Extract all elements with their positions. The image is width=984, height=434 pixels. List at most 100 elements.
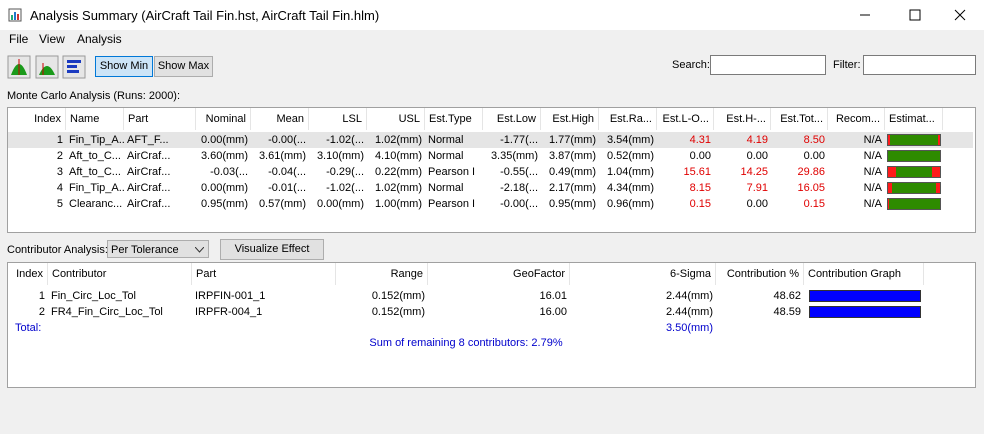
contributor-table[interactable]: Index Contributor Part Range GeoFactor 6-Sigm… [7,262,976,388]
column-header: Part [124,108,196,130]
table-cell: 0.96(mm) [606,198,654,210]
table-cell: Aft_to_C... [69,166,121,178]
table-cell: 8.15 [689,182,711,194]
table-cell: N/A [863,198,882,210]
table-cell: 3.54(mm) [606,134,654,146]
search-input[interactable] [710,55,826,75]
table-cell: FR4_Fin_Circ_Loc_Tol [51,306,163,318]
mode-select[interactable]: Per Tolerance [107,240,209,258]
table-cell: 48.59 [773,306,801,318]
filter-label: Filter: [833,59,861,71]
monte-carlo-label: Monte Carlo Analysis (Runs: 2000): [7,90,181,102]
column-header: Est.High [541,108,599,130]
table-cell: 4.10(mm) [374,150,422,162]
table-cell: 0.00 [689,150,711,162]
window-controls[interactable] [850,6,980,24]
table-cell: 16.05 [797,182,825,194]
table-cell: Fin_Tip_A... [69,134,124,146]
table-cell: 1 [38,290,45,302]
table-cell: 0.22(mm) [374,166,422,178]
table-cell: 29.86 [797,166,825,178]
column-header: Mean [251,108,309,130]
monte-carlo-table[interactable]: Index Name Part Nominal Mean LSL USL Est.Type Es… [7,107,976,233]
table-cell: 0.152(mm) [371,306,425,318]
filter-input[interactable] [863,55,976,75]
table-cell: AirCraf... [127,150,171,162]
menu-item[interactable]: View [39,32,65,46]
total-sigma: 3.50(mm) [665,322,713,334]
estimation-bar [887,182,941,194]
table-cell: 0.49(mm) [548,166,596,178]
table-cell: IRPFIN-001_1 [195,290,266,302]
show-min-button[interactable]: Show Min [95,56,153,77]
contribution-bar [809,290,921,302]
estimation-high [935,183,940,193]
table-cell: 0.52(mm) [606,150,654,162]
window-title: Analysis Summary (AirCraft Tail Fin.hst,… [30,8,380,23]
table-cell: 2.44(mm) [665,306,713,318]
table-cell: 0.95(mm) [200,198,248,210]
search-label: Search: [672,59,710,71]
column-header: Name [66,108,124,130]
column-header: Index [8,263,48,285]
table-cell: 1.00(mm) [374,198,422,210]
summary-text: Sum of remaining 8 contributors: 2.79% [369,337,563,349]
column-header: Contributor [48,263,192,285]
table-cell: 3.60(mm) [200,150,248,162]
column-header: Recom... [828,108,885,130]
table-cell: -0.29(... [326,166,364,178]
table-cell: 1 [56,134,63,146]
estimation-low [888,135,891,145]
table-cell: -0.01(... [268,182,306,194]
table-cell: 0.00 [803,150,825,162]
column-header: LSL [309,108,367,130]
table-cell: 16.00 [539,306,567,318]
table-cell: 4.34(mm) [606,182,654,194]
contribution-bar [809,306,921,318]
table-cell: Clearanc... [69,198,123,210]
table-cell: 0.00(mm) [316,198,364,210]
total-label: Total: [15,322,42,334]
visualize-effect-button[interactable]: Visualize Effect [220,239,324,260]
estimation-bar [887,166,941,178]
column-header: Index [8,108,66,130]
table-cell: Normal [428,150,464,162]
estimation-high [937,135,940,145]
table-cell: 4.31 [689,134,711,146]
table-cell: 3.87(mm) [548,150,596,162]
table-cell: -0.03(... [210,166,248,178]
estimation-bar [887,198,941,210]
column-header: Est.L-O... [657,108,714,130]
table-cell: 1.77(mm) [548,134,596,146]
table-cell: 0.00 [746,198,768,210]
show-max-button[interactable]: Show Max [154,56,213,77]
table-cell: Pearson I [428,166,476,178]
title-bar [0,0,984,30]
table-cell: 2.44(mm) [665,290,713,302]
table-cell: Normal [428,182,464,194]
column-header: Est.Type [425,108,483,130]
table-cell: 1.02(mm) [374,182,422,194]
toolbar-icons[interactable] [7,55,89,79]
table-cell: -0.00(... [500,198,538,210]
column-header: GeoFactor [428,263,570,285]
table-cell: 14.25 [740,166,768,178]
table-cell: N/A [863,182,882,194]
table-cell: Normal [428,134,464,146]
table-cell: -0.00(... [268,134,306,146]
table-cell: 4 [56,182,63,194]
menu-item[interactable]: Analysis [77,32,122,46]
table-cell: 0.00(mm) [200,134,248,146]
table-cell: AirCraf... [127,182,171,194]
table-cell: AFT_F... [127,134,169,146]
table-cell: -2.18(... [500,182,538,194]
table-cell: 1.02(mm) [374,134,422,146]
column-header: 6-Sigma [570,263,716,285]
table-cell: -1.77(... [500,134,538,146]
estimation-bar [887,134,941,146]
table-cell: AirCraf... [127,198,171,210]
table-cell: 8.50 [803,134,825,146]
table-cell: 4.19 [746,134,768,146]
column-header: Range [336,263,428,285]
menu-item[interactable]: File [9,32,29,46]
